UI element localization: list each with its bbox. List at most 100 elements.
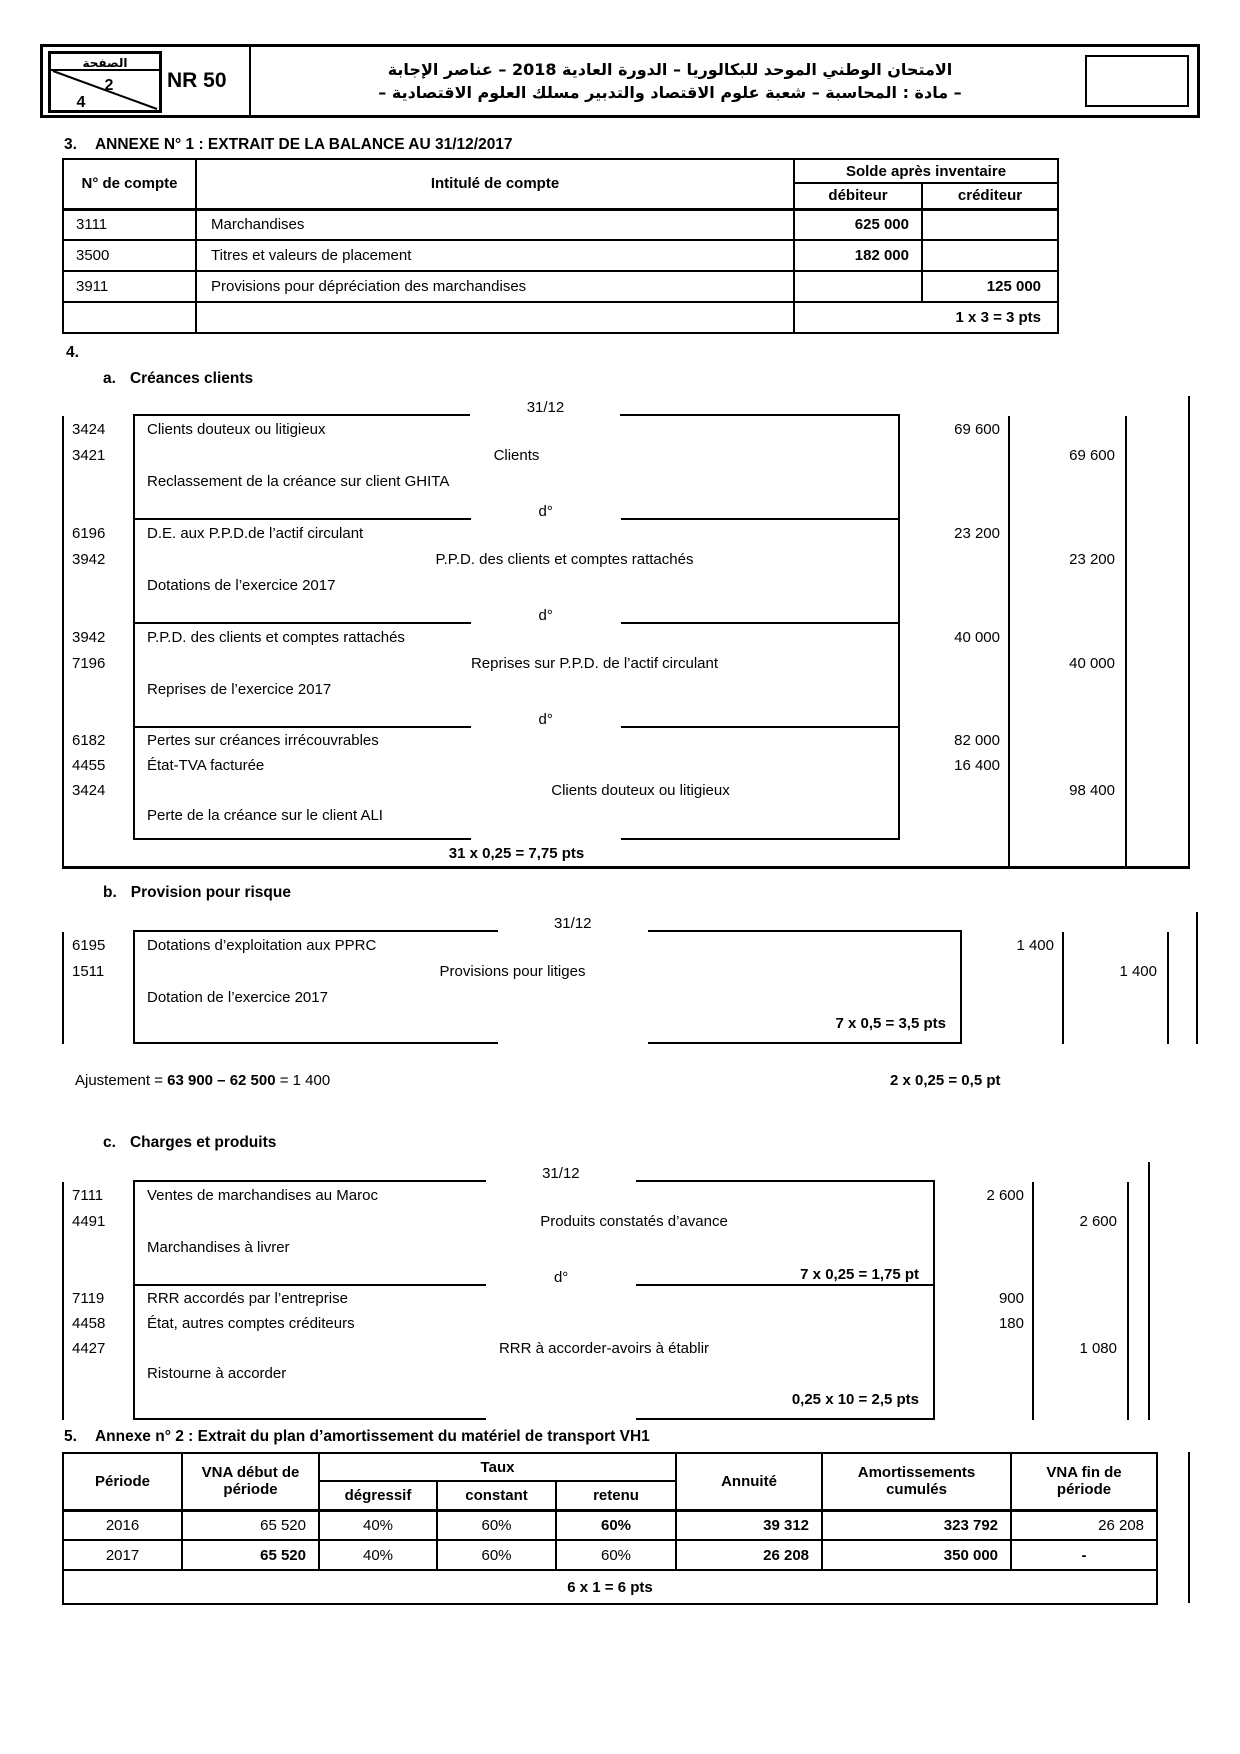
bottom-line-right <box>648 1036 960 1044</box>
amort-cumul-value: 323 792 <box>821 1509 1013 1541</box>
adjustment-prefix: Ajustement = <box>75 1072 163 1089</box>
account-number: 3942 <box>62 624 133 650</box>
account-number: 3942 <box>62 546 133 572</box>
journal-row-debit: 4455 État-TVA facturée 16 400 <box>62 753 1190 778</box>
period-value: 2017 <box>62 1539 183 1571</box>
table-row: 3111 Marchandises 625 000 <box>62 208 1060 241</box>
section-3-title: 3. ANNEXE N° 1 : EXTRAIT DE LA BALANCE A… <box>64 136 513 154</box>
journal-row-credit: 3942 P.P.D. des clients et comptes ratta… <box>62 546 1190 572</box>
vna-start-value: 65 520 <box>181 1509 320 1541</box>
section-title-text: Annexe n° 2 : Extrait du plan d’amortiss… <box>94 1428 650 1445</box>
date-line-right <box>620 396 900 416</box>
journal-separator-row: d° <box>62 702 1190 728</box>
account-label: Titres et valeurs de placement <box>195 239 795 272</box>
bottom-line-right <box>636 1412 933 1420</box>
separator-line-right <box>620 494 898 520</box>
debit-amount: 900 <box>935 1286 1034 1311</box>
amort-cumul-value: 350 000 <box>821 1539 1013 1571</box>
item-title-text: Charges et produits <box>129 1134 277 1151</box>
col-header-vna-end: VNA fin de période <box>1010 1452 1159 1512</box>
exam-title-line-1: الامتحان الوطني الموحد للبكالوريا – الدو… <box>387 60 953 79</box>
col-header-annuity: Annuité <box>675 1452 824 1512</box>
debit-value: 182 000 <box>793 239 923 272</box>
entry-label: Ventes de marchandises au Maroc <box>133 1182 935 1208</box>
account-number: 6196 <box>62 520 133 546</box>
date-line-right <box>647 912 962 932</box>
account-label: Provisions pour dépréciation des marchan… <box>195 270 795 303</box>
account-number: 6182 <box>62 728 133 753</box>
journal-box-bottom <box>62 1036 1198 1044</box>
debit-amount: 69 600 <box>900 416 1010 442</box>
constant-rate: 60% <box>436 1509 557 1541</box>
narration: Dotation de l’exercice 2017 <box>133 984 962 1010</box>
journal-row-narration: Dotations de l’exercice 2017 <box>62 572 1190 598</box>
empty-cell <box>195 301 795 334</box>
separator-line-left <box>135 598 471 624</box>
entry-separator: d° <box>553 1269 569 1286</box>
journal-separator-row: d° <box>62 494 1190 520</box>
col-header-account-number: N° de compte <box>62 158 197 211</box>
account-number: 4491 <box>62 1208 133 1234</box>
entry-label: P.P.D. des clients et comptes rattachés <box>133 624 900 650</box>
account-number: 7111 <box>62 1182 133 1208</box>
narration: Perte de la créance sur le client ALI <box>133 803 900 828</box>
debit-amount: 2 600 <box>935 1182 1034 1208</box>
account-number: 3424 <box>62 778 133 803</box>
credit-amount: 1 400 <box>1064 958 1169 984</box>
journal-row-credit: 3424 Clients douteux ou litigieux 98 400 <box>62 778 1190 803</box>
credit-value: 125 000 <box>920 270 1060 303</box>
points-value: 6 x 1 = 6 pts <box>61 1569 1159 1605</box>
section-number: 5. <box>64 1428 77 1445</box>
page-number-box: الصفحة 2 4 <box>48 51 162 113</box>
credit-value <box>920 208 1060 241</box>
item-letter: a. <box>103 370 116 387</box>
journal-row-debit: 4458 État, autres comptes créditeurs 180 <box>62 1311 1150 1336</box>
entry-label: Produits constatés d’avance <box>133 1208 935 1234</box>
narration: Dotations de l’exercice 2017 <box>133 572 900 598</box>
points-value: 0,25 x 10 = 2,5 pts <box>133 1386 935 1412</box>
table-row: 2017 65 520 40% 60% 60% 26 208 350 000 - <box>62 1539 1159 1571</box>
journal-row-debit: 3424 Clients douteux ou litigieux 69 600 <box>62 416 1190 442</box>
separator-line-left <box>135 702 471 728</box>
entry-label: Provisions pour litiges <box>133 958 962 984</box>
account-number: 7119 <box>62 1286 133 1311</box>
journal-points-row: 31 x 0,25 = 7,75 pts <box>62 840 1190 866</box>
col-header-account-label: Intitulé de compte <box>195 158 795 211</box>
debit-amount: 1 400 <box>962 932 1064 958</box>
adjustment-formula: Ajustement = 63 900 – 62 500 = 1 400 <box>75 1072 330 1089</box>
entry-label: État, autres comptes créditeurs <box>133 1311 935 1336</box>
credit-amount: 98 400 <box>1010 778 1127 803</box>
account-label: Marchandises <box>195 208 795 241</box>
credit-amount: 40 000 <box>1010 650 1127 676</box>
journal-date: 31/12 <box>542 1165 580 1182</box>
separator-line-right <box>620 598 898 624</box>
journal-row-narration: Dotation de l’exercice 2017 <box>62 984 1198 1010</box>
journal-box-bottom <box>62 1412 1150 1420</box>
amortization-plan-table: Période VNA début de période Taux Annuit… <box>61 1452 1159 1605</box>
journal-date: 31/12 <box>526 399 565 416</box>
entry-label: Clients <box>133 442 900 468</box>
section-title-text: ANNEXE N° 1 : EXTRAIT DE LA BALANCE AU 3… <box>94 136 513 153</box>
page-diagonal-line <box>52 70 158 110</box>
entry-label: Clients douteux ou litigieux <box>133 778 900 803</box>
degressif-rate: 40% <box>318 1509 438 1541</box>
empty-cell <box>62 301 197 334</box>
account-number: 3500 <box>62 239 197 272</box>
item-letter: b. <box>103 884 117 901</box>
debit-amount: 40 000 <box>900 624 1010 650</box>
account-number: 1511 <box>62 958 133 984</box>
journal-separator-row: d° 7 x 0,25 = 1,75 pt <box>62 1260 1150 1286</box>
journal-row-narration: Ristourne à accorder <box>62 1361 1150 1386</box>
col-header-constant: constant <box>436 1480 557 1512</box>
date-line-left <box>133 1162 486 1182</box>
item-letter: c. <box>103 1134 116 1151</box>
section-number: 4. <box>66 344 79 361</box>
narration: Marchandises à livrer <box>133 1234 935 1260</box>
section-number: 3. <box>64 136 77 153</box>
page-total-number: 4 <box>77 94 86 110</box>
section-4c-title: c. Charges et produits <box>103 1134 276 1152</box>
narration: Ristourne à accorder <box>133 1361 935 1386</box>
journal-row-debit: 6195 Dotations d’exploitation aux PPRC 1… <box>62 932 1198 958</box>
journal-creances-clients: 31/12 3424 Clients douteux ou litigieux … <box>62 396 1190 869</box>
vna-end-value: 26 208 <box>1010 1509 1159 1541</box>
